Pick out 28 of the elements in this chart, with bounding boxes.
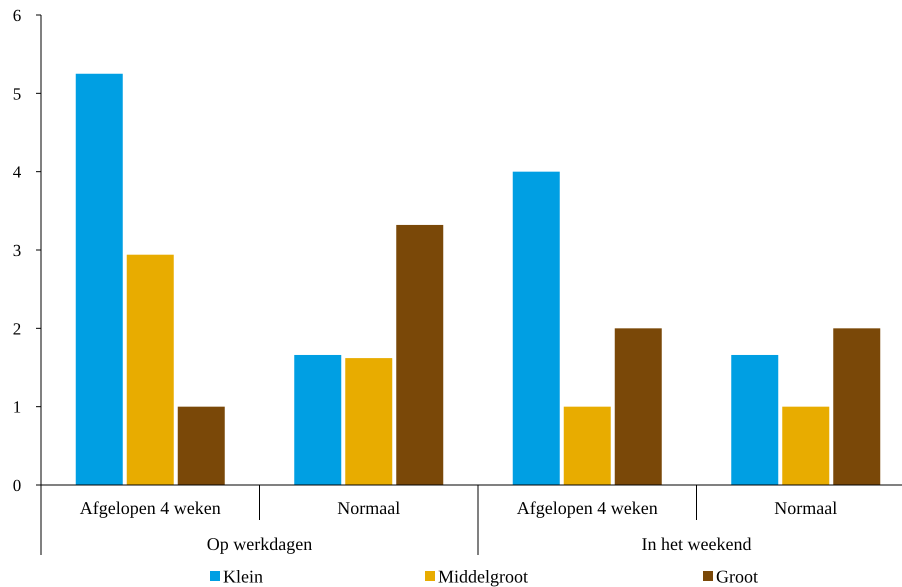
y-tick-label: 6 [12, 6, 22, 25]
text: Op werkdagen [206, 534, 312, 554]
bar [178, 406, 225, 485]
bar [564, 406, 611, 485]
y-tick-label: 3 [12, 240, 22, 260]
bar [345, 358, 392, 485]
x-tick-label: Afgelopen 4 weken [80, 498, 221, 518]
y-tick-label: 5 [12, 84, 22, 104]
y-tick-label: 1 [12, 398, 22, 417]
x-tick-label: Afgelopen 4 weken [516, 498, 658, 518]
x-tick-label: Normaal [337, 498, 400, 518]
legend-label: Middelgroot [438, 566, 528, 586]
y-tick-label: 0 [12, 476, 22, 495]
bar [782, 406, 830, 485]
bar [76, 74, 123, 485]
bar [731, 354, 778, 485]
bar [396, 224, 444, 485]
text: In het weekend [642, 534, 752, 554]
bar [126, 254, 174, 485]
legend-label: Groot [716, 566, 758, 586]
y-tick-label: 4 [12, 162, 22, 182]
x-tick-label: Normaal [774, 498, 838, 518]
bar [294, 354, 342, 485]
legend-label: Klein [223, 566, 263, 586]
bar [614, 328, 662, 485]
bar [512, 172, 560, 485]
bar [833, 328, 880, 485]
y-tick-label: 2 [12, 319, 22, 338]
